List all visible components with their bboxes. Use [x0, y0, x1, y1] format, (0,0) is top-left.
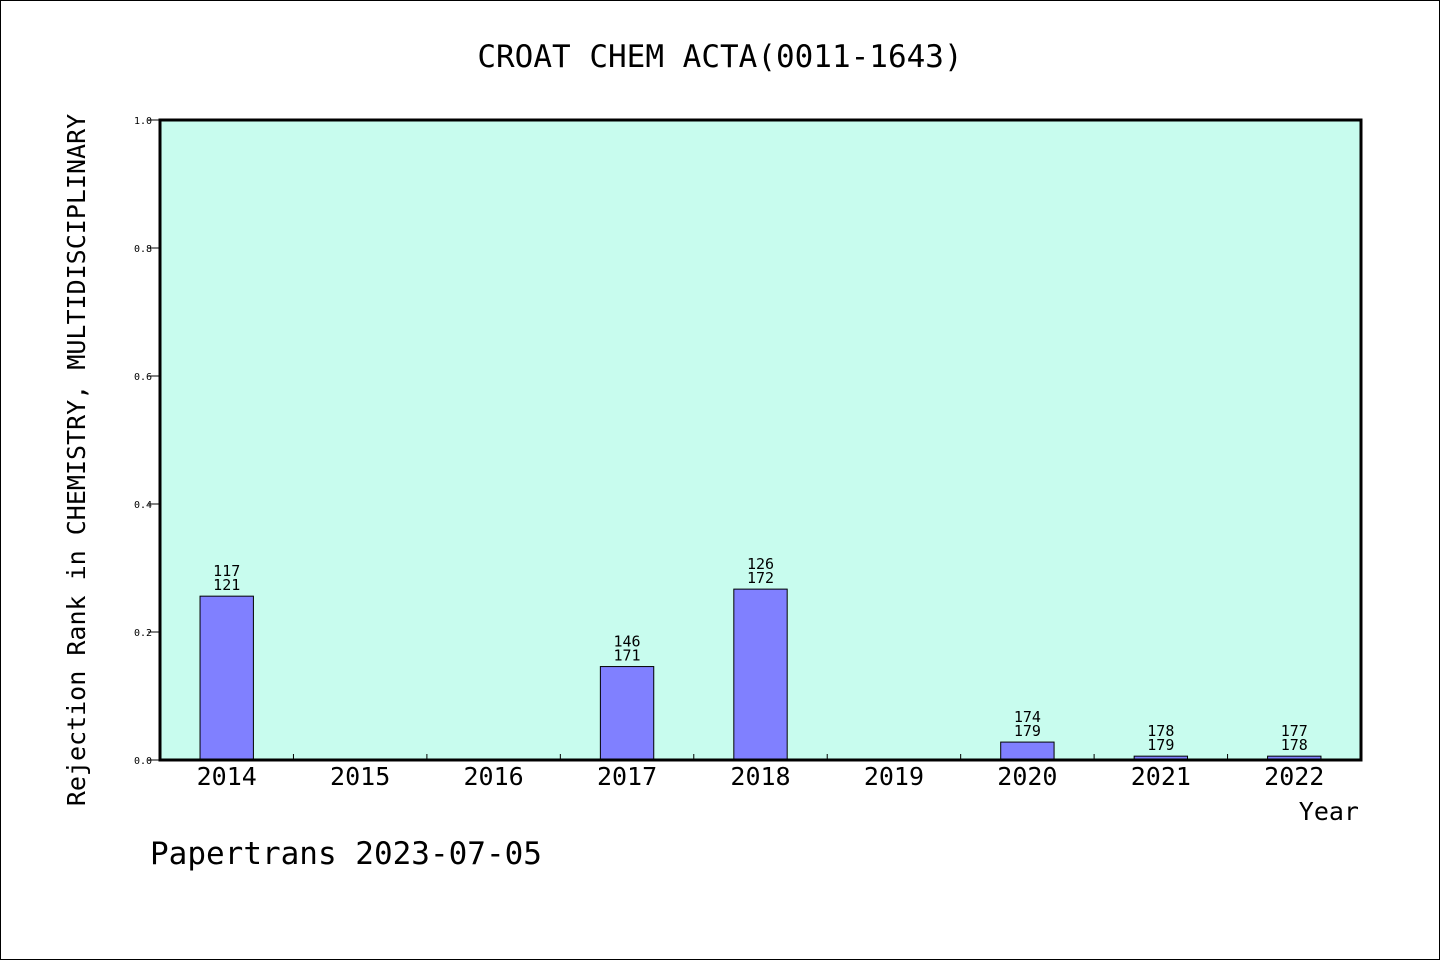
bar-label-2017-2: 171 [614, 647, 641, 665]
plot-border [158, 118, 1363, 762]
bars-group [199, 588, 1322, 761]
x-tick-label-2016: 2016 [464, 762, 524, 791]
y-axis-label: Rejection Rank in CHEMISTRY, MULTIDISCIP… [62, 114, 91, 806]
bar-label-2014-1: 117 [213, 562, 240, 580]
chart-title: CROAT CHEM ACTA(0011-1643) [477, 39, 962, 75]
y-tick-label: 0.0 [134, 756, 152, 767]
y-tick-label: 1.0 [134, 116, 152, 127]
bar-label-2020-1: 174 [1014, 708, 1041, 726]
y-ticks-group: 0.0 0.2 0.4 0.6 0.8 1.0 [134, 116, 160, 767]
bar-label-2014-2: 121 [213, 576, 240, 594]
y-tick-label: 0.6 [134, 372, 152, 383]
x-tick-label-2017: 2017 [597, 762, 657, 791]
x-tick-label-2019: 2019 [864, 762, 924, 791]
x-tick-label-2020: 2020 [997, 762, 1057, 791]
x-ticks-group: 2014 2015 2016 2017 2018 2019 2020 2021 2022 [197, 754, 1324, 791]
x-tick-label-2021: 2021 [1131, 762, 1191, 791]
bar-label-2020-2: 179 [1014, 722, 1041, 740]
y-tick-label: 0.4 [134, 500, 152, 511]
bar-label-2021-1: 178 [1147, 722, 1174, 740]
bar-2017 [599, 666, 655, 761]
x-axis-label: Year [1299, 797, 1359, 826]
bar-label-2018-1: 126 [747, 555, 774, 573]
x-tick-label-2018: 2018 [730, 762, 790, 791]
bar-label-2021-2: 179 [1147, 736, 1174, 754]
bar-label-2022-1: 177 [1281, 722, 1308, 740]
y-tick-label: 0.2 [134, 628, 152, 639]
bar-label-2017-1: 146 [614, 633, 641, 651]
bar-2014 [199, 595, 254, 761]
x-tick-label-2014: 2014 [197, 762, 257, 791]
y-tick-label: 0.8 [134, 244, 152, 255]
bar-label-2018-2: 172 [747, 569, 774, 587]
bar-label-2022-2: 178 [1281, 736, 1308, 754]
footer-credit: Papertrans 2023-07-05 [150, 836, 542, 872]
x-tick-label-2022: 2022 [1264, 762, 1324, 791]
bar-2020 [1000, 741, 1055, 761]
x-tick-label-2015: 2015 [330, 762, 390, 791]
bar-2018 [733, 588, 788, 761]
